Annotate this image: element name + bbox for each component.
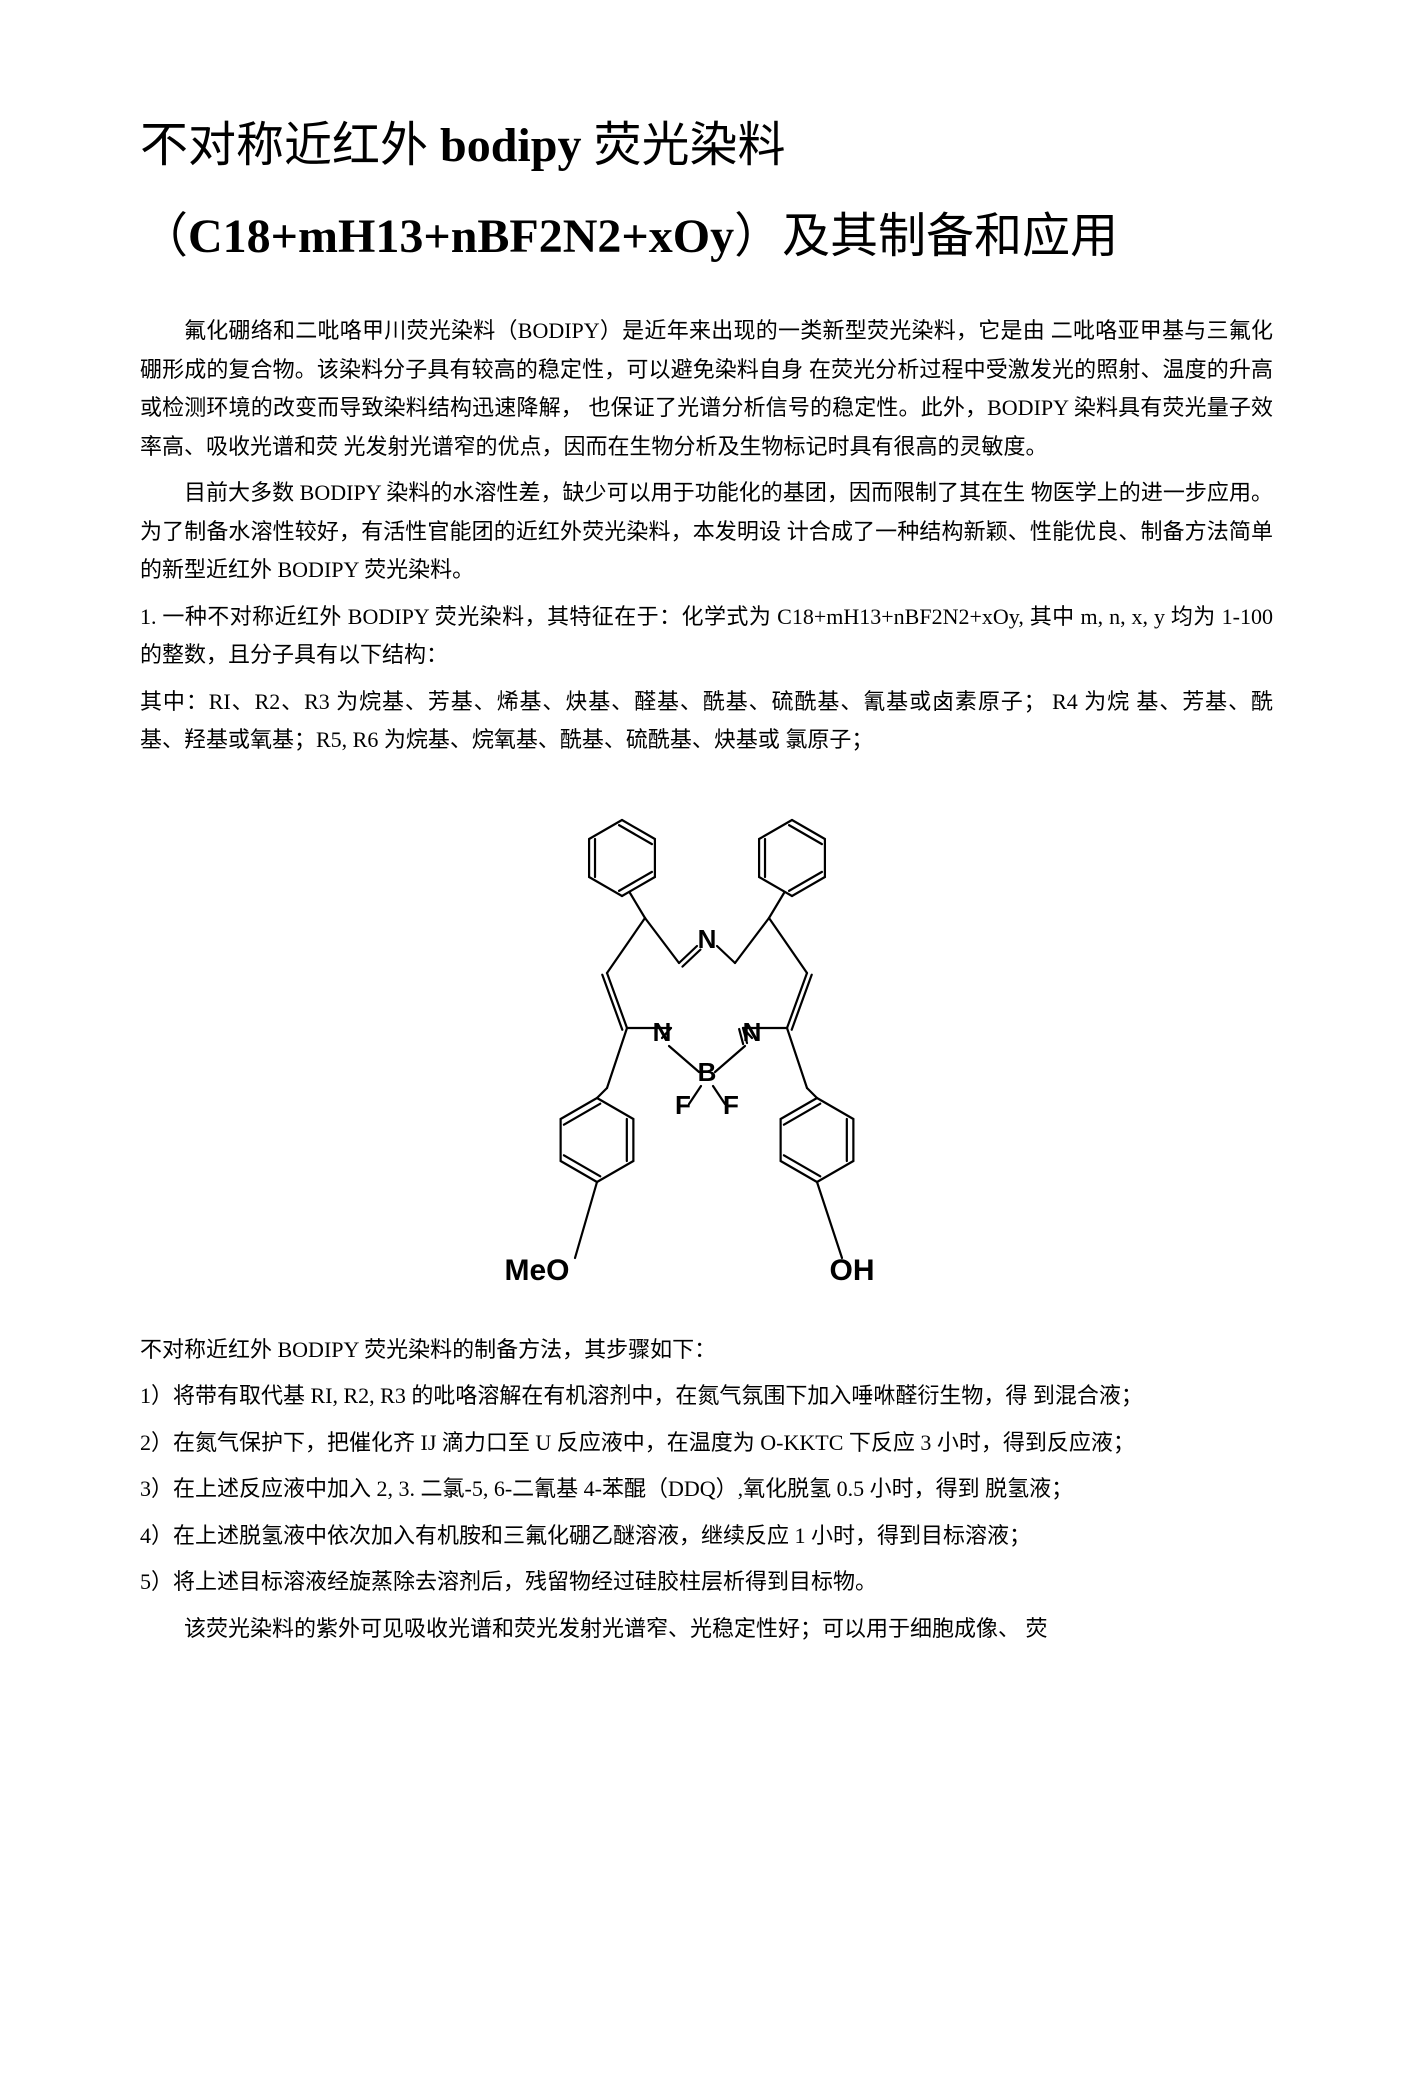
step-3: 3）在上述反应液中加入 2, 3. 二氯-5, 6-二氰基 4-苯醌（DDQ）,… bbox=[140, 1470, 1273, 1509]
title-latin-2: C18+mH13+nBF2N2+xOy bbox=[188, 210, 734, 263]
step-1: 1）将带有取代基 RI, R2, R3 的吡咯溶解在有机溶剂中，在氮气氛围下加入… bbox=[140, 1377, 1273, 1416]
svg-text:F: F bbox=[675, 1090, 691, 1120]
title-cn-b: 荧光染料 bbox=[593, 119, 785, 172]
svg-text:MeO: MeO bbox=[504, 1254, 569, 1287]
chemical-structure-diagram: NNNBFFMeOOH bbox=[140, 788, 1273, 1303]
svg-text:N: N bbox=[652, 1017, 671, 1047]
spec-paragraph-1: 1. 一种不对称近红外 BODIPY 荧光染料，其特征在于：化学式为 C18+m… bbox=[140, 598, 1273, 675]
steps-intro: 不对称近红外 BODIPY 荧光染料的制备方法，其步骤如下： bbox=[140, 1331, 1273, 1370]
step-5: 5）将上述目标溶液经旋蒸除去溶剂后，残留物经过硅胶柱层析得到目标物。 bbox=[140, 1563, 1273, 1602]
step-2: 2）在氮气保护下，把催化齐 IJ 滴力口至 U 反应液中，在温度为 O-KKTC… bbox=[140, 1424, 1273, 1463]
chemical-structure-svg: NNNBFFMeOOH bbox=[447, 788, 967, 1298]
closing-paragraph: 该荧光染料的紫外可见吸收光谱和荧光发射光谱窄、光稳定性好；可以用于细胞成像、 荧 bbox=[140, 1610, 1273, 1649]
svg-text:N: N bbox=[742, 1017, 761, 1047]
svg-text:B: B bbox=[697, 1057, 716, 1087]
svg-text:N: N bbox=[697, 924, 716, 954]
step-4: 4）在上述脱氢液中依次加入有机胺和三氟化硼乙醚溶液，继续反应 1 小时，得到目标… bbox=[140, 1517, 1273, 1556]
intro-paragraph-2: 目前大多数 BODIPY 染料的水溶性差，缺少可以用于功能化的基团，因而限制了其… bbox=[140, 474, 1273, 590]
intro-paragraph-1: 氟化硼络和二吡咯甲川荧光染料（BODIPY）是近年来出现的一类新型荧光染料，它是… bbox=[140, 312, 1273, 466]
svg-text:OH: OH bbox=[829, 1254, 874, 1287]
spec-paragraph-2: 其中：RI、R2、R3 为烷基、芳基、烯基、炔基、醛基、酰基、硫酰基、氰基或卤素… bbox=[140, 683, 1273, 760]
page: 不对称近红外 bodipy 荧光染料 （C18+mH13+nBF2N2+xOy）… bbox=[0, 0, 1413, 2090]
title-latin-1: bodipy bbox=[428, 119, 593, 172]
document-title: 不对称近红外 bodipy 荧光染料 （C18+mH13+nBF2N2+xOy）… bbox=[140, 100, 1273, 282]
title-cn-a: 不对称近红外 bbox=[140, 119, 428, 172]
title-paren-close: ） bbox=[734, 210, 782, 263]
title-paren-open: （ bbox=[140, 210, 188, 263]
svg-text:F: F bbox=[723, 1090, 739, 1120]
title-cn-2: 及其制备和应用 bbox=[782, 210, 1118, 263]
